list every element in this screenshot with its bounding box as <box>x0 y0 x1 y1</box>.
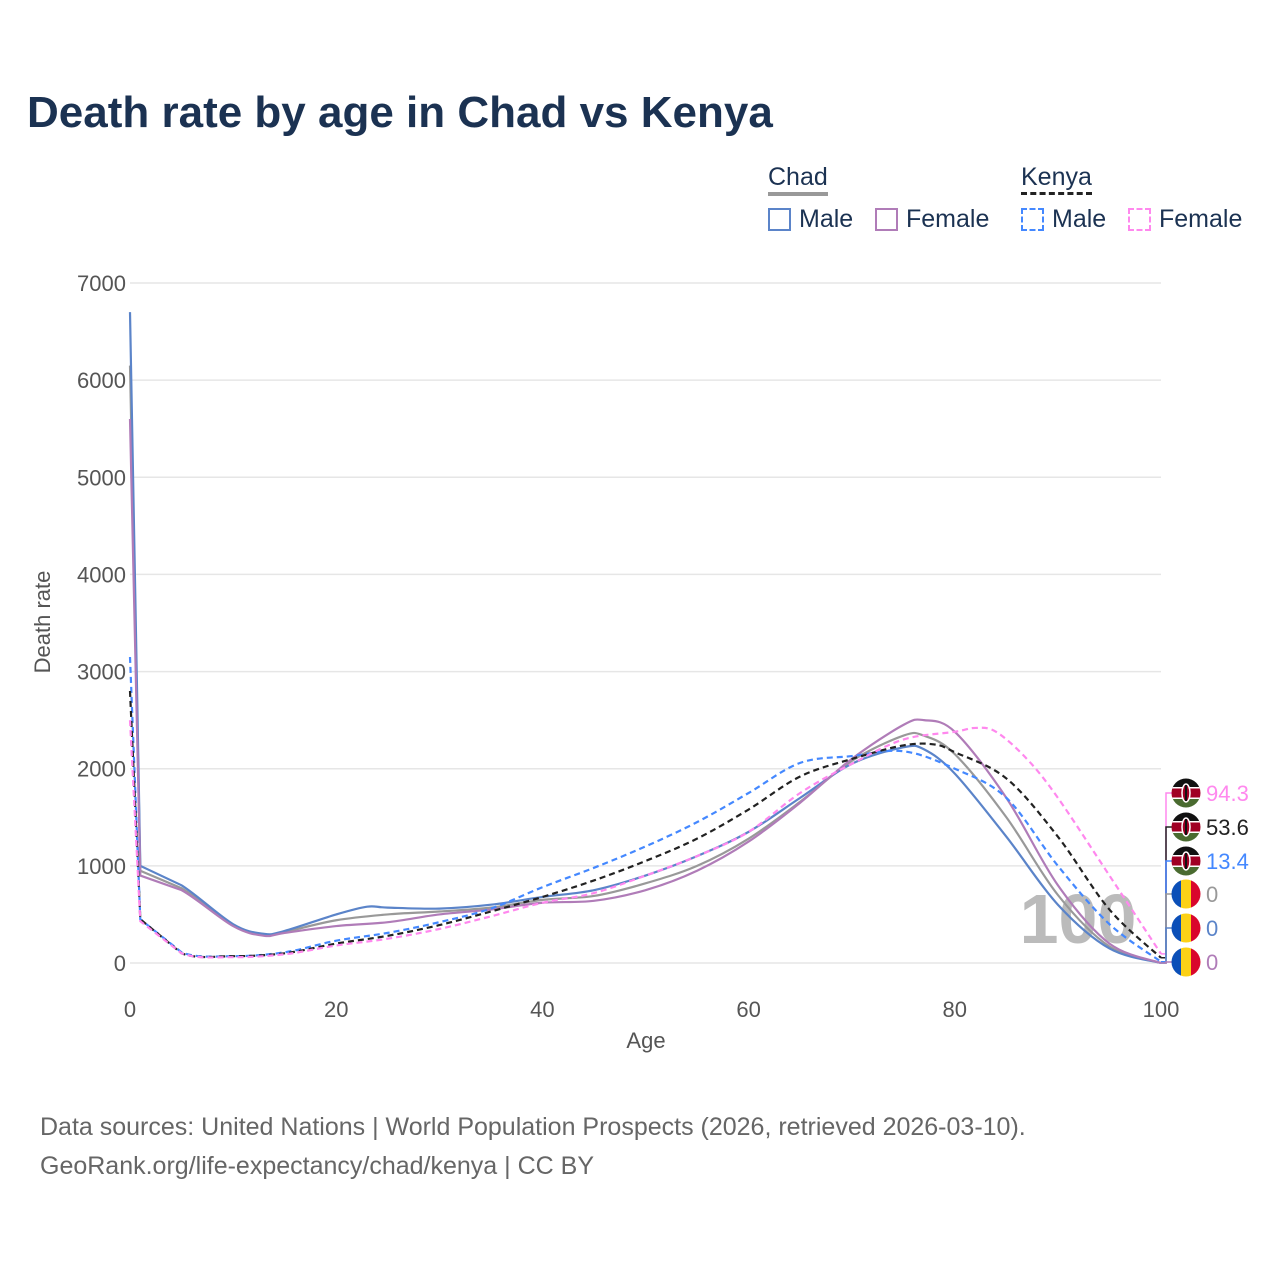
kenya-flag-icon <box>1171 812 1201 842</box>
y-tick-label: 5000 <box>77 465 126 490</box>
y-tick-label: 6000 <box>77 368 126 393</box>
legend-swatch-chad-male[interactable] <box>768 208 791 231</box>
footer-sources: Data sources: United Nations | World Pop… <box>40 1113 1026 1141</box>
x-axis-label: Age <box>626 1028 665 1053</box>
y-tick-label: 3000 <box>77 660 126 685</box>
series-line-kenya-male[interactable] <box>128 656 1162 963</box>
chad-flag-icon <box>1171 913 1201 943</box>
y-axis-label: Death rate <box>30 571 55 674</box>
y-tick-label: 2000 <box>77 757 126 782</box>
legend-group-chad[interactable]: Chad <box>768 163 828 191</box>
x-tick-label: 40 <box>530 997 554 1022</box>
series-line-kenya-total[interactable] <box>128 690 1162 959</box>
legend-chad-female[interactable]: Female <box>906 205 990 233</box>
legend-kenya-female[interactable]: Female <box>1159 205 1243 233</box>
legend-chad-line <box>768 192 828 196</box>
end-value-label: 53.6 <box>1206 815 1249 840</box>
x-tick-label: 20 <box>324 997 348 1022</box>
kenya-flag-icon <box>1171 778 1201 808</box>
x-tick-label: 0 <box>124 997 136 1022</box>
series-line-chad-female[interactable] <box>128 418 1162 965</box>
chad-flag-icon <box>1171 947 1201 977</box>
x-tick-label: 100 <box>1143 997 1180 1022</box>
legend-swatch-kenya-female[interactable] <box>1128 208 1151 231</box>
series-line-kenya-female[interactable] <box>128 720 1162 959</box>
x-tick-label: 60 <box>736 997 760 1022</box>
y-tick-label: 7000 <box>77 271 126 296</box>
series-line-chad-total[interactable] <box>128 365 1162 965</box>
footer-link[interactable]: GeoRank.org/life-expectancy/chad/kenya |… <box>40 1152 594 1180</box>
end-connector <box>1161 961 1172 964</box>
legend-swatch-kenya-male[interactable] <box>1021 208 1044 231</box>
legend-group-kenya[interactable]: Kenya <box>1021 163 1092 191</box>
end-value-label: 94.3 <box>1206 781 1249 806</box>
kenya-flag-icon <box>1171 846 1201 876</box>
y-tick-label: 0 <box>114 951 126 976</box>
end-value-label: 0 <box>1206 950 1218 975</box>
y-tick-label: 4000 <box>77 562 126 587</box>
end-value-label: 0 <box>1206 882 1218 907</box>
chad-flag-icon <box>1171 879 1201 909</box>
y-tick-label: 1000 <box>77 854 126 879</box>
legend-chad-male[interactable]: Male <box>799 205 854 233</box>
data-source-footer: Data sources: United Nations | World Pop… <box>40 1108 1026 1186</box>
end-value-label: 13.4 <box>1206 849 1249 874</box>
legend-kenya-male[interactable]: Male <box>1052 205 1107 233</box>
series-line-chad-male[interactable] <box>128 312 1162 965</box>
end-value-label: 0 <box>1206 916 1218 941</box>
legend-kenya-line <box>1021 192 1092 195</box>
x-tick-label: 80 <box>943 997 967 1022</box>
chart-title: Death rate by age in Chad vs Kenya <box>27 88 773 137</box>
legend-swatch-chad-female[interactable] <box>875 208 898 231</box>
